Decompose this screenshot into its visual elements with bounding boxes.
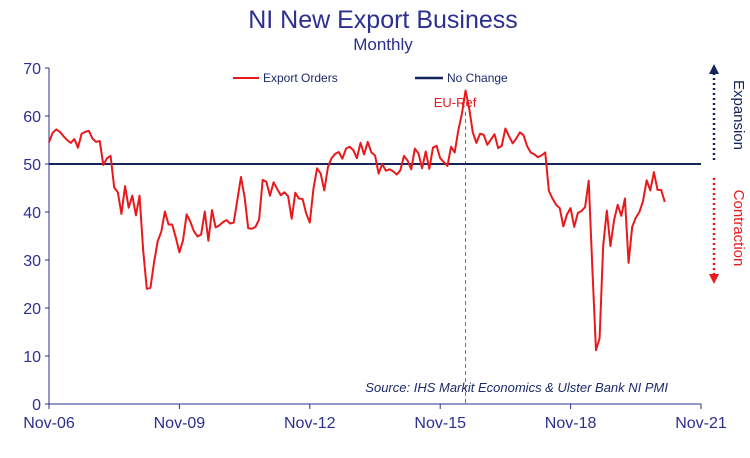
expansion-label: Expansion: [730, 80, 747, 150]
chart-title: NI New Export Business: [248, 6, 518, 34]
x-tick-label: Nov-06: [23, 415, 75, 432]
x-tick-label: Nov-18: [545, 415, 597, 432]
legend: Export Orders No Change: [233, 71, 508, 85]
y-tick-label: 20: [23, 301, 41, 318]
x-tick-label: Nov-12: [284, 415, 336, 432]
export-orders-line: [48, 89, 666, 352]
contraction-label: Contraction: [730, 190, 747, 267]
plot-area: 0 10 20 30 40 50 60 70 Nov-06 Nov-09 Nov-12 Nov-15 N…: [23, 61, 727, 432]
chart-subtitle: Monthly: [353, 35, 413, 54]
source-note: Source: IHS Markit Economics & Ulster Ba…: [365, 380, 668, 395]
y-tick-label: 0: [32, 397, 41, 414]
expansion-arrow-head: [709, 64, 719, 74]
x-tick-label: Nov-15: [414, 415, 466, 432]
y-tick-label: 40: [23, 205, 41, 222]
contraction-indicator: Contraction: [709, 178, 747, 284]
contraction-arrow-head: [709, 274, 719, 284]
legend-label-export-orders: Export Orders: [263, 71, 338, 85]
y-tick-label: 70: [23, 61, 41, 78]
y-tick-label: 10: [23, 349, 41, 366]
legend-label-no-change: No Change: [447, 71, 508, 85]
x-tick-label: Nov-09: [154, 415, 206, 432]
x-tick-label: Nov-21: [675, 415, 727, 432]
expansion-indicator: Expansion: [709, 64, 747, 160]
y-tick-label: 60: [23, 109, 41, 126]
y-tick-label: 50: [23, 157, 41, 174]
y-tick-label: 30: [23, 253, 41, 270]
eu-ref-label: EU-Ref: [434, 95, 477, 110]
